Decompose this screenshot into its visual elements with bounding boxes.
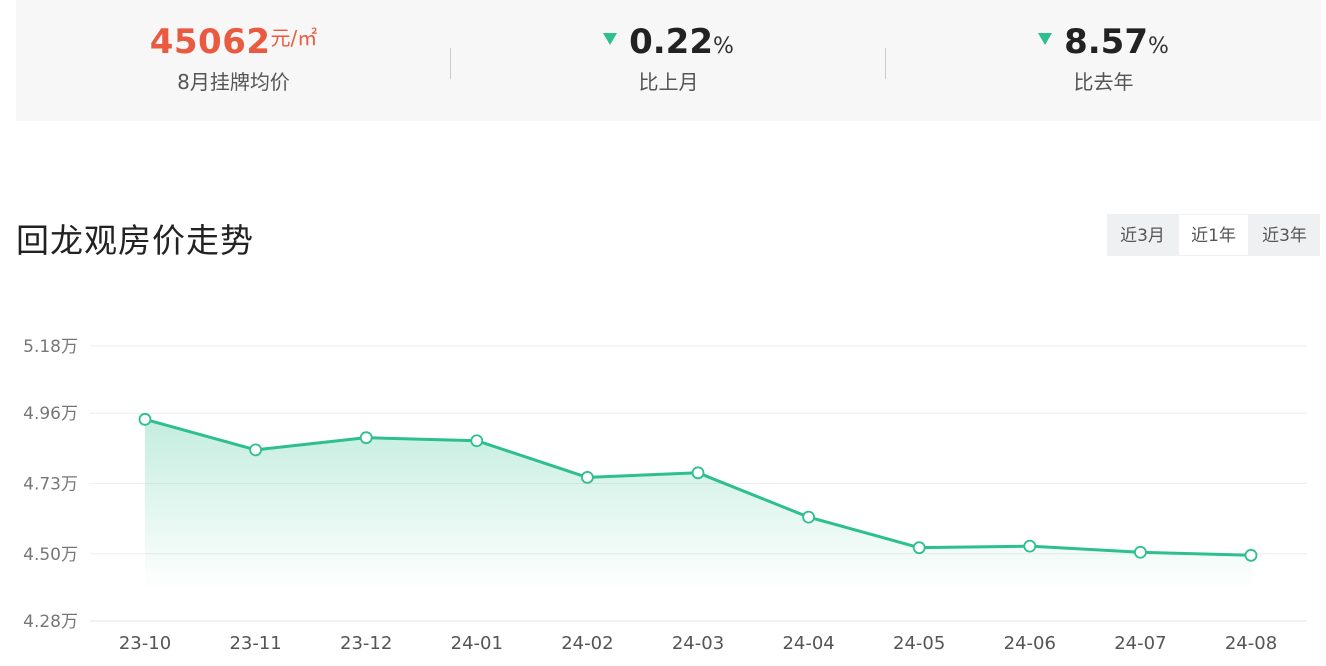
y-tick-label: 4.73万 [23,475,78,495]
data-point [359,431,373,445]
tab-1-year[interactable]: 近1年 [1178,214,1249,256]
x-tick-label: 24-01 [451,633,503,654]
price-trend-chart: 5.18万 4.96万 4.73万 4.50万 4.28万 23-10 23-11 23-12… [23,337,1307,654]
data-point [802,510,815,524]
avg-price-label: 8月挂牌均价 [177,70,290,94]
data-point [691,466,705,480]
yoy-value: 8.57 [1064,22,1148,62]
avg-price-unit: 元/㎡ [270,26,318,50]
x-tick-label: 24-08 [1225,633,1277,654]
mom-stat: 0.22% 比上月 [451,0,886,121]
down-arrow-icon [1038,33,1053,45]
yoy-label: 比去年 [1073,70,1134,94]
range-tabs: 近3月 近1年 近3年 [1107,214,1321,256]
mom-label: 比上月 [638,70,699,94]
data-point [1023,539,1037,553]
x-tick-label: 23-11 [229,633,281,654]
down-arrow-icon [603,33,618,45]
data-point [1244,548,1258,562]
y-tick-label: 4.96万 [23,404,78,424]
price-stats-banner: 45062元/㎡ 8月挂牌均价 0.22% 比上月 8.57% 比去年 [16,0,1321,121]
data-point [249,443,263,457]
x-tick-label: 23-12 [340,633,392,654]
data-point [1134,545,1147,559]
y-tick-label: 5.18万 [23,337,78,357]
tab-3-months[interactable]: 近3月 [1107,214,1178,256]
data-point [138,412,152,426]
data-point [912,541,926,555]
page-title: 回龙观房价走势 [16,221,254,260]
avg-price-stat: 45062元/㎡ 8月挂牌均价 [16,0,451,121]
yoy-unit: % [1147,34,1169,59]
x-tick-label: 23-10 [119,633,171,654]
y-tick-label: 4.50万 [23,545,78,565]
mom-value: 0.22 [629,22,713,62]
x-tick-label: 24-05 [893,633,945,654]
mom-unit: % [712,34,734,59]
tab-3-years[interactable]: 近3年 [1249,214,1320,256]
x-tick-label: 24-07 [1114,633,1166,654]
stat-divider [885,48,886,79]
yoy-stat: 8.57% 比去年 [886,0,1321,121]
x-tick-label: 24-02 [561,633,613,654]
data-point [581,470,594,484]
y-tick-label: 4.28万 [23,612,78,632]
stat-divider [450,48,451,79]
x-tick-label: 24-04 [782,633,834,654]
x-tick-label: 24-06 [1004,633,1056,654]
x-tick-label: 24-03 [672,633,724,654]
avg-price-value: 45062 [149,22,271,62]
data-point [470,434,484,448]
